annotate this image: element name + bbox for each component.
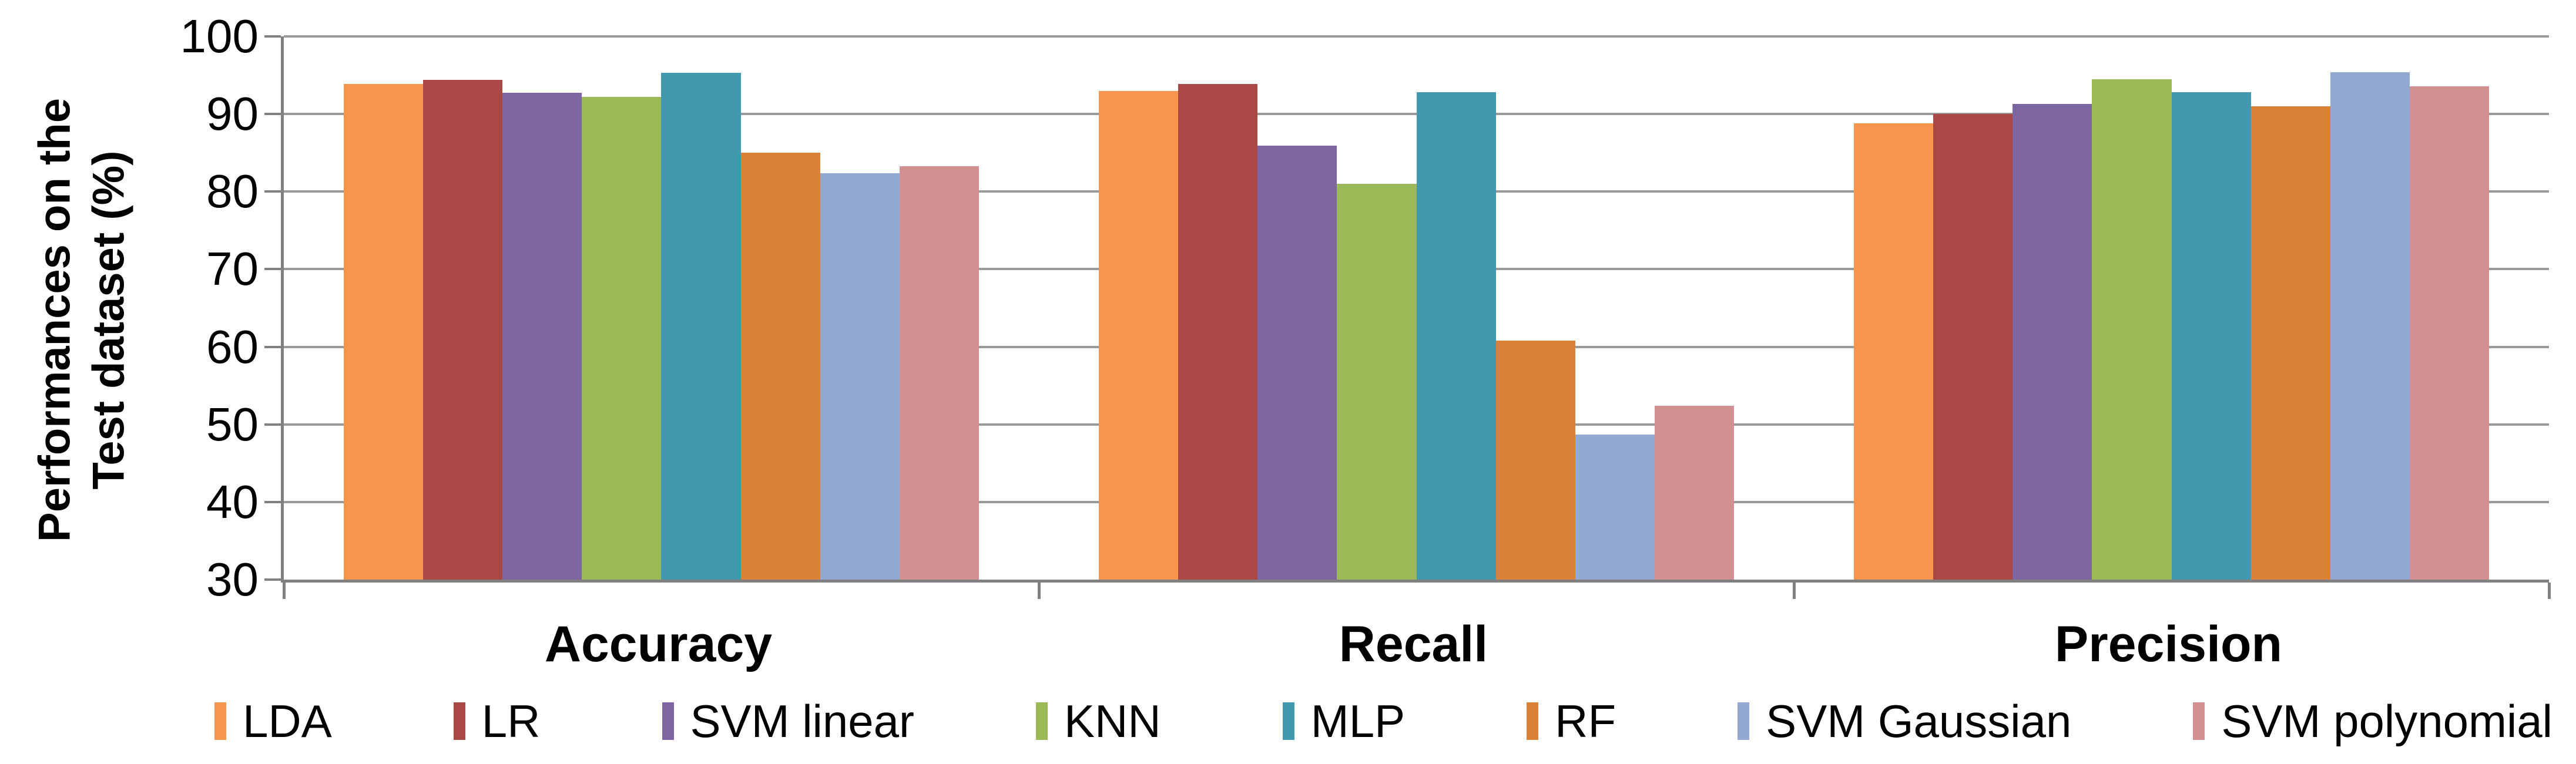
y-tick-label-50: 50	[206, 398, 259, 450]
legend-item-knn: KNN	[1036, 698, 1161, 745]
x-axis-tick-3	[2548, 583, 2551, 599]
y-tick-label-30: 30	[206, 553, 259, 605]
x-axis-tick-1	[1037, 583, 1041, 599]
legend-item-mlp: MLP	[1282, 695, 1406, 747]
bar-recall-lr	[1178, 83, 1258, 580]
bar-recall-svm-linear	[1257, 146, 1337, 580]
legend-swatch-lr	[453, 702, 465, 740]
y-axis-tick-50	[264, 423, 281, 426]
legend-swatch-svm-linear	[662, 702, 674, 740]
legend-item-lda: LDA	[214, 698, 332, 745]
bar-accuracy-svm-polynomial	[899, 166, 979, 580]
legend-label-rf: RF	[1555, 695, 1616, 747]
x-axis-category-labels: Accuracy Recall Precision	[281, 615, 2546, 674]
bar-recall-knn	[1337, 184, 1417, 580]
legend-swatch-mlp	[1282, 702, 1294, 740]
legend-item-svm-linear: SVM linear	[662, 698, 914, 745]
y-tick-label-100: 100	[180, 10, 259, 62]
bar-precision-svm-linear	[2012, 103, 2092, 580]
y-tick-label-60: 60	[206, 320, 259, 373]
bar-recall-lda	[1099, 90, 1179, 580]
y-axis-title-line2: Test dataset (%)	[83, 150, 134, 490]
x-axis-tick-0	[283, 583, 286, 599]
legend-item-svm-gaussian: SVM Gaussian	[1738, 698, 2071, 745]
category-label-precision: Precision	[2054, 616, 2283, 672]
x-axis-tick-2	[1792, 583, 1796, 599]
y-axis-tick-90	[264, 113, 281, 116]
y-axis-tick-30	[264, 578, 281, 581]
legend: LDA LR SVM linear KNN MLP RF SVM Gaussian SVM p…	[0, 698, 2576, 745]
bar-accuracy-knn	[582, 97, 662, 580]
bar-precision-lda	[1854, 123, 1934, 580]
category-label-recall: Recall	[1339, 616, 1488, 672]
bar-accuracy-lda	[344, 83, 424, 580]
legend-label-svm-polynomial: SVM polynomial	[2221, 695, 2552, 747]
y-axis-title: Performances on the Test dataset (%)	[28, 49, 140, 592]
legend-label-lr: LR	[481, 695, 541, 747]
legend-label-knn: KNN	[1064, 695, 1161, 747]
bar-accuracy-mlp	[661, 73, 741, 580]
y-axis-tick-100	[264, 35, 281, 38]
y-axis-title-line1: Performances on the	[29, 98, 80, 542]
legend-swatch-lda	[214, 702, 226, 740]
bar-recall-mlp	[1416, 92, 1496, 580]
legend-label-svm-linear: SVM linear	[690, 695, 914, 747]
category-label-accuracy: Accuracy	[544, 616, 773, 672]
y-tick-label-80: 80	[206, 165, 259, 218]
legend-label-svm-gaussian: SVM Gaussian	[1766, 695, 2072, 747]
bar-recall-rf	[1495, 341, 1575, 580]
bar-recall-svm-polynomial	[1654, 406, 1734, 580]
legend-swatch-knn	[1036, 702, 1048, 740]
legend-label-mlp: MLP	[1310, 695, 1406, 747]
bar-accuracy-svm-linear	[502, 93, 582, 580]
legend-item-svm-polynomial: SVM polynomial	[2193, 698, 2552, 745]
bar-accuracy-svm-gaussian	[820, 173, 900, 580]
bar-accuracy-rf	[740, 153, 820, 580]
y-axis-tick-60	[264, 345, 281, 348]
plot-area	[264, 35, 2551, 599]
legend-swatch-rf	[1527, 702, 1539, 740]
legend-swatch-svm-gaussian	[1738, 702, 1750, 740]
bar-precision-mlp	[2171, 92, 2251, 580]
y-axis-tick-80	[264, 190, 281, 193]
bar-accuracy-lr	[423, 80, 503, 580]
legend-item-rf: RF	[1527, 698, 1616, 745]
bar-precision-lr	[1933, 114, 2013, 580]
bar-precision-knn	[2092, 79, 2172, 580]
y-axis-tick-70	[264, 268, 281, 271]
bar-precision-rf	[2250, 106, 2330, 580]
y-axis-tick-40	[264, 500, 281, 503]
legend-item-lr: LR	[453, 695, 541, 747]
legend-label-lda: LDA	[243, 695, 332, 747]
bar-recall-svm-gaussian	[1575, 434, 1655, 580]
legend-swatch-svm-polynomial	[2193, 702, 2205, 740]
y-tick-label-70: 70	[206, 243, 259, 295]
gridline-100	[284, 35, 2549, 38]
y-tick-label-40: 40	[206, 475, 259, 528]
bar-precision-svm-polynomial	[2409, 86, 2489, 580]
y-tick-label-90: 90	[206, 87, 259, 140]
bar-precision-svm-gaussian	[2330, 72, 2410, 580]
